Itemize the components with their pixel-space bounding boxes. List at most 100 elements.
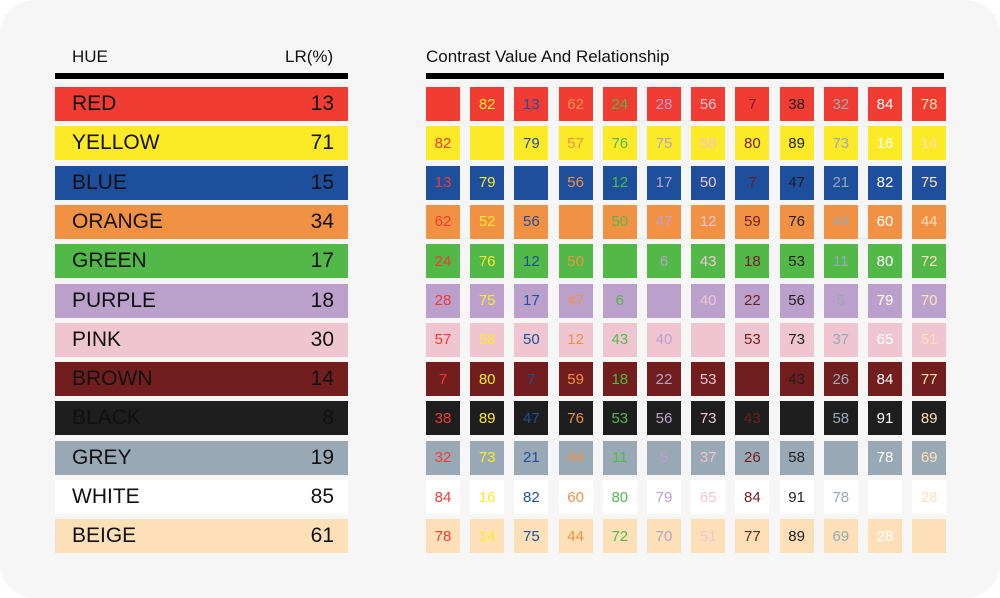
hue-row-purple: PURPLE 18 [55, 283, 348, 318]
hue-name: GREEN [72, 249, 147, 273]
contrast-cell: 43 [602, 322, 637, 357]
contrast-cell: 58 [823, 401, 858, 436]
contrast-cell [691, 322, 726, 357]
lr-column-header: LR(%) [285, 47, 334, 66]
contrast-cell: 76 [779, 204, 814, 239]
contrast-cell: 82 [426, 126, 460, 161]
contrast-cell: 21 [823, 165, 858, 200]
hue-row-orange: ORANGE 34 [55, 204, 348, 239]
contrast-cell: 43 [735, 401, 770, 436]
contrast-cell [735, 362, 770, 397]
contrast-cell: 73 [691, 401, 726, 436]
contrast-cell: 89 [779, 519, 814, 554]
contrast-cell: 52 [470, 204, 505, 239]
contrast-cell: 7 [735, 165, 770, 200]
hue-lr-value: 61 [310, 524, 334, 548]
hue-lr-value: 85 [310, 485, 334, 508]
contrast-cell: 47 [558, 283, 593, 318]
contrast-cell: 12 [514, 244, 549, 279]
contrast-cell: 77 [735, 519, 770, 554]
contrast-cell: 32 [426, 440, 460, 475]
contrast-cell: 47 [514, 401, 549, 436]
contrast-cell: 76 [602, 126, 637, 161]
contrast-cell: 89 [779, 126, 814, 161]
contrast-cell: 58 [470, 322, 505, 357]
contrast-cell: 51 [691, 519, 726, 554]
contrast-cell: 82 [470, 87, 505, 121]
contrast-cell: 65 [868, 322, 902, 357]
contrast-cell: 76 [470, 244, 505, 279]
contrast-cell: 72 [912, 244, 947, 279]
contrast-cell: 79 [868, 283, 902, 318]
contrast-cell: 44 [912, 204, 947, 239]
contrast-cell: 47 [647, 204, 681, 239]
contrast-cell: 12 [602, 165, 637, 200]
contrast-cell: 43 [691, 244, 726, 279]
contrast-cell: 60 [558, 480, 593, 514]
contrast-cell: 77 [912, 362, 947, 397]
hue-row-grey: GREY 19 [55, 440, 348, 475]
hue-name: BLACK [72, 406, 141, 430]
contrast-cell: 80 [735, 126, 770, 161]
contrast-cell: 80 [868, 244, 902, 279]
hue-name: BLUE [72, 170, 127, 194]
contrast-cell: 59 [558, 362, 593, 397]
contrast-cell: 70 [647, 519, 681, 554]
contrast-cell [470, 126, 505, 161]
contrast-cell: 82 [868, 165, 902, 200]
contrast-cell: 24 [602, 87, 637, 121]
hue-lr-value: 18 [310, 288, 334, 312]
hue-lr-value: 8 [322, 406, 334, 430]
contrast-cell: 91 [868, 401, 902, 436]
contrast-cell: 59 [735, 204, 770, 239]
contrast-cell: 22 [735, 283, 770, 318]
contrast-cell: 84 [868, 362, 902, 397]
hue-row-blue: BLUE 15 [55, 165, 348, 200]
contrast-cell: 73 [779, 322, 814, 357]
contrast-cell: 5 [823, 283, 858, 318]
hue-row-black: BLACK 8 [55, 401, 348, 436]
contrast-cell: 12 [558, 322, 593, 357]
hue-name: BEIGE [72, 524, 137, 548]
hue-name: BROWN [72, 367, 153, 391]
contrast-cell: 73 [823, 126, 858, 161]
contrast-cell: 78 [823, 480, 858, 514]
contrast-cell: 53 [602, 401, 637, 436]
contrast-cell: 26 [735, 440, 770, 475]
contrast-cell: 89 [470, 401, 505, 436]
contrast-cell: 18 [735, 244, 770, 279]
contrast-cell: 51 [912, 322, 947, 357]
contrast-cell: 57 [426, 322, 460, 357]
contrast-cell: 44 [558, 440, 593, 475]
matrix-header-divider [426, 73, 944, 79]
contrast-cell: 11 [823, 244, 858, 279]
contrast-cell: 69 [823, 519, 858, 554]
hue-lr-value: 30 [310, 327, 334, 351]
contrast-cell: 38 [426, 401, 460, 436]
contrast-cell: 84 [868, 87, 902, 121]
contrast-cell: 53 [735, 322, 770, 357]
contrast-cell: 50 [602, 204, 637, 239]
contrast-cell [426, 87, 460, 121]
hue-row-brown: BROWN 14 [55, 362, 348, 397]
contrast-cell: 38 [779, 87, 814, 121]
contrast-cell: 7 [735, 87, 770, 121]
contrast-cell: 7 [426, 362, 460, 397]
hue-name: RED [72, 92, 117, 115]
contrast-cell: 70 [912, 283, 947, 318]
contrast-cell: 43 [779, 362, 814, 397]
contrast-cell: 5 [647, 440, 681, 475]
contrast-cell: 50 [691, 165, 726, 200]
hue-column-header: HUE [72, 47, 108, 66]
contrast-cell: 28 [647, 87, 681, 121]
contrast-cell: 40 [647, 322, 681, 357]
contrast-cell: 22 [647, 362, 681, 397]
contrast-cell: 17 [514, 283, 549, 318]
contrast-cell: 78 [912, 87, 947, 121]
contrast-cell: 84 [426, 480, 460, 514]
contrast-cell: 57 [558, 126, 593, 161]
hue-lr-value: 34 [310, 209, 334, 233]
contrast-cell: 50 [514, 322, 549, 357]
hue-name: ORANGE [72, 209, 164, 233]
